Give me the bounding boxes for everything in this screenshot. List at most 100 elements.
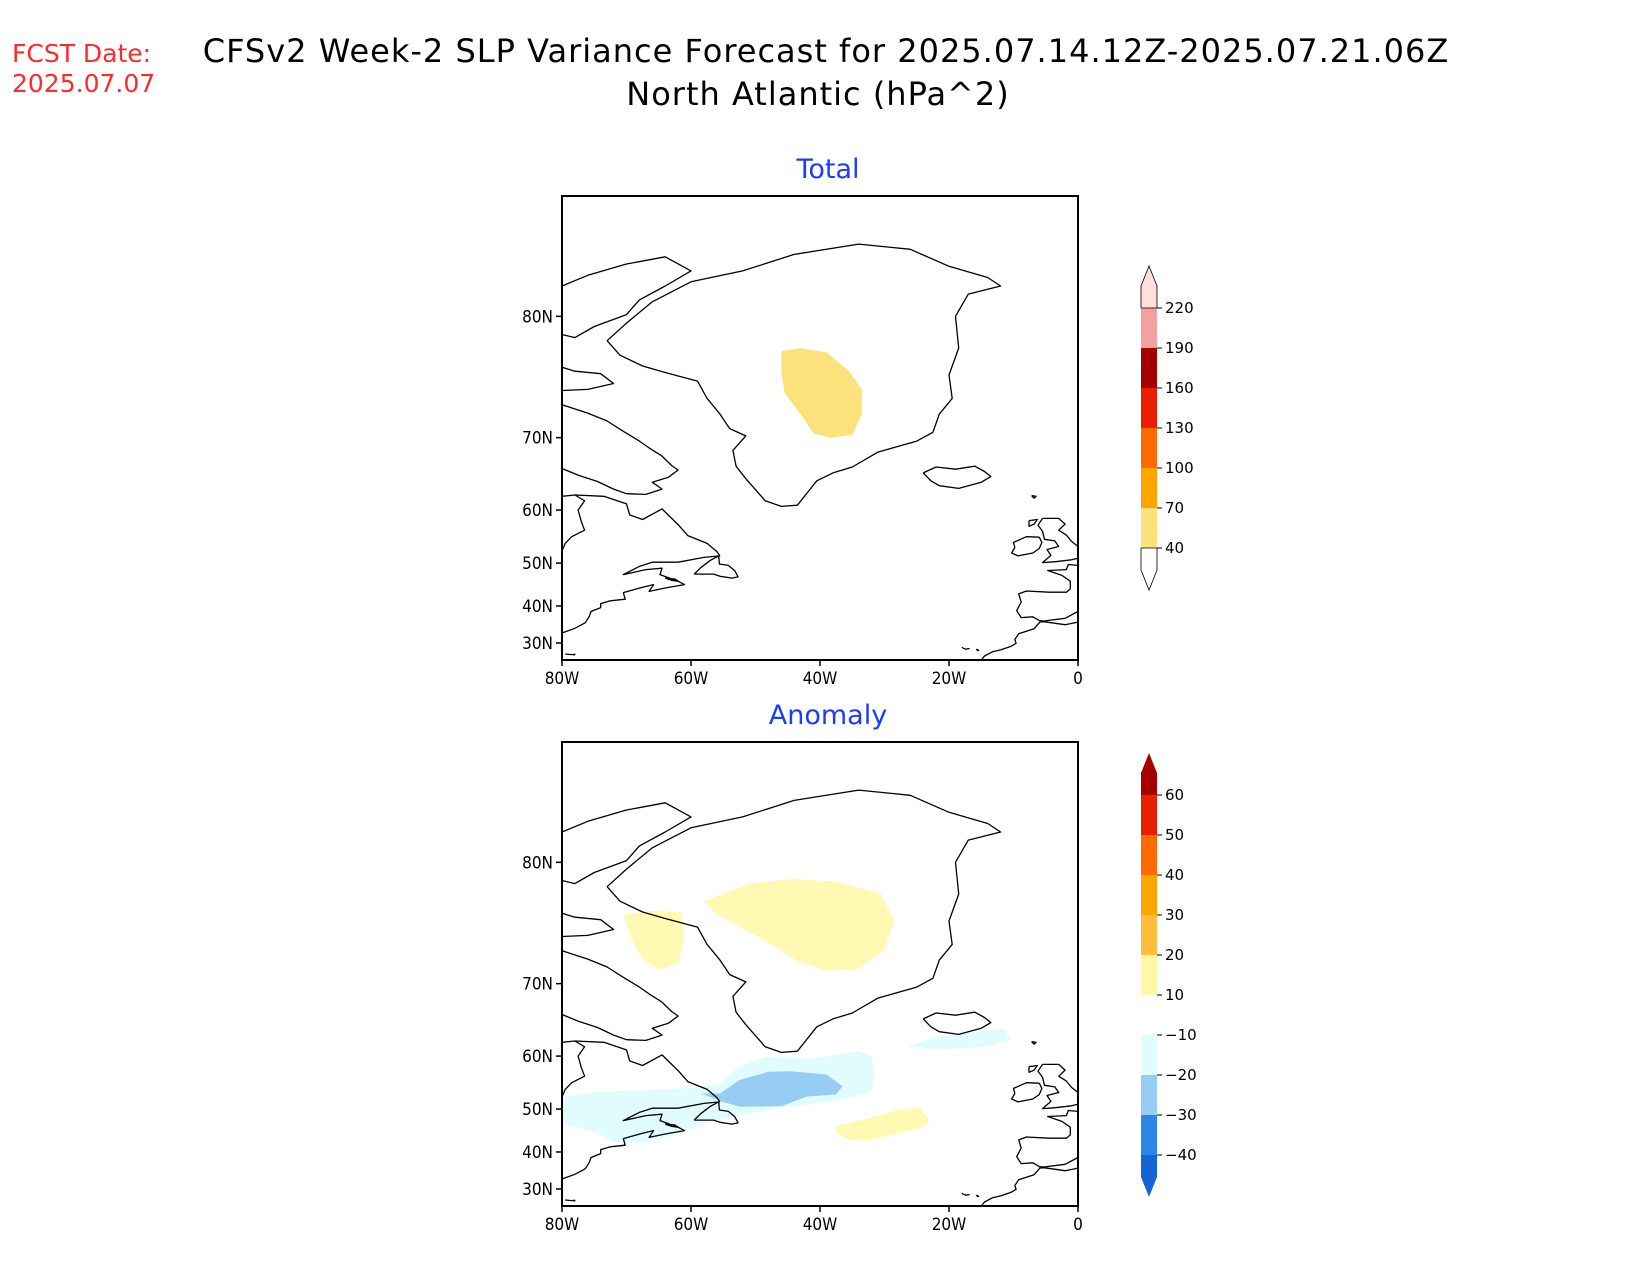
colorbar-total: 40 70 100 130 160 190 220 <box>1140 264 1194 592</box>
lat-tick-label: 80N <box>522 853 553 873</box>
lat-tick-label: 70N <box>522 429 553 449</box>
colorbar-label: −30 <box>1165 1106 1197 1124</box>
colorbar-label: 50 <box>1165 826 1184 844</box>
coastline-iceland <box>922 465 992 490</box>
lat-tick-label: 50N <box>522 1100 553 1120</box>
colorbar-swatch <box>1141 308 1157 348</box>
coastline-pei <box>664 577 679 582</box>
colorbar-label: 20 <box>1165 946 1184 964</box>
colorbar-label: 30 <box>1165 906 1184 924</box>
colorbar-bottom-arrow <box>1140 547 1158 592</box>
lon-tick-label: 20W <box>932 669 967 689</box>
coastline-greenland <box>606 243 1002 508</box>
panel-title-total: Total <box>795 154 859 185</box>
coastline-baffin <box>561 404 679 496</box>
coastline-britain <box>1037 517 1079 564</box>
coastline-europe <box>1016 1109 1079 1168</box>
anomaly-negative-iceland <box>907 1028 1011 1050</box>
lat-tick-label: 60N <box>522 1047 553 1067</box>
coastline-devon <box>561 912 615 938</box>
greenland-high-variance <box>781 348 862 438</box>
coastline-bermuda <box>565 1199 576 1202</box>
colorbar-label: 60 <box>1165 786 1184 804</box>
lat-tick-label: 40N <box>522 1143 553 1163</box>
coastline-ireland <box>1010 1082 1043 1103</box>
colorbar-label: −20 <box>1165 1066 1197 1084</box>
colorbar-swatch <box>1141 875 1157 915</box>
colorbar-swatch <box>1141 795 1157 835</box>
coastline-faroe <box>1031 495 1037 499</box>
coastline-gulf_north <box>561 1101 721 1180</box>
colorbar-label: 160 <box>1165 379 1194 397</box>
colorbar-top-arrow <box>1140 264 1158 309</box>
coastline-europe <box>1016 563 1079 622</box>
colorbar-label: 220 <box>1165 299 1194 317</box>
colorbar-label: 40 <box>1165 539 1184 557</box>
anomaly-positive-baffin <box>623 910 685 970</box>
coastline-africa <box>1039 621 1079 626</box>
colorbar-label: 10 <box>1165 986 1184 1004</box>
coastline-ellesmere <box>561 802 692 885</box>
coastline-devon <box>561 366 615 392</box>
coastline-ireland <box>1010 536 1043 557</box>
lat-tick-label: 60N <box>522 501 553 521</box>
colorbar-label: 130 <box>1165 419 1194 437</box>
coastline-gulf_north <box>561 555 721 634</box>
anomaly-positive-greenland <box>703 878 895 971</box>
colorbar-label: 40 <box>1165 866 1184 884</box>
coastline-canary2 <box>975 1194 980 1198</box>
colorbar-top-arrow <box>1141 753 1157 795</box>
colorbar-label: −10 <box>1165 1026 1197 1044</box>
lon-tick-label: 0 <box>1073 669 1083 689</box>
coastline-newfoundland <box>693 555 739 579</box>
lon-tick-label: 80W <box>545 1215 580 1235</box>
colorbar-swatch <box>1141 915 1157 955</box>
lat-tick-label: 40N <box>522 597 553 617</box>
anomaly-positive-midatlantic <box>836 1108 930 1141</box>
colorbar-swatch <box>1141 1035 1157 1075</box>
colorbar-swatch <box>1141 955 1157 995</box>
coastline-greenland <box>606 789 1002 1054</box>
colorbar-swatch <box>1141 508 1157 548</box>
coastline-iceland <box>922 1011 992 1036</box>
fcst-date-label: FCST Date: <box>12 39 151 68</box>
lon-tick-label: 40W <box>803 669 838 689</box>
figure-title: CFSv2 Week-2 SLP Variance Forecast for 2… <box>203 32 1450 70</box>
colorbar-label: 100 <box>1165 459 1194 477</box>
lon-tick-label: 40W <box>803 1215 838 1235</box>
colorbar-swatch <box>1141 348 1157 388</box>
coastline-morocco <box>980 621 1041 661</box>
colorbar-swatch <box>1141 1115 1157 1155</box>
lat-tick-label: 70N <box>522 975 553 995</box>
colorbar-swatch <box>1141 995 1157 1035</box>
coastline-newfoundland <box>693 1101 739 1125</box>
map-panel-anomaly: 80N 70N 60N 50N 40N 30N 80W 60W 40W 20W 0 <box>522 741 1083 1235</box>
lat-tick-label: 50N <box>522 554 553 574</box>
coastline-morocco <box>980 1167 1041 1207</box>
colorbar-label: 70 <box>1165 499 1184 517</box>
map-panel-total: 80N 70N 60N 50N 40N 30N 80W 60W 40W 20W 0 <box>522 195 1083 689</box>
colorbar-swatch <box>1141 1075 1157 1115</box>
lat-tick-label: 80N <box>522 307 553 327</box>
coastline-pei <box>664 1123 679 1128</box>
anomaly-negative-labrador <box>700 1071 843 1107</box>
lat-tick-label: 30N <box>522 1180 553 1200</box>
coastline-hebrides <box>1028 1064 1039 1073</box>
colorbar-swatch <box>1141 388 1157 428</box>
coastline-baffin <box>561 950 679 1042</box>
coastline-canary2 <box>975 648 980 652</box>
colorbar-label: −40 <box>1165 1146 1197 1164</box>
lon-tick-label: 60W <box>674 1215 709 1235</box>
coastline-africa <box>1039 1167 1079 1172</box>
lon-tick-label: 20W <box>932 1215 967 1235</box>
coastline-canaries <box>961 646 970 650</box>
lon-tick-label: 80W <box>545 669 580 689</box>
colorbar-bottom-arrow <box>1141 1155 1157 1197</box>
colorbar-label: 190 <box>1165 339 1194 357</box>
fcst-date-value: 2025.07.07 <box>12 69 155 98</box>
coastline-labrador <box>561 494 586 552</box>
lon-tick-label: 0 <box>1073 1215 1083 1235</box>
colorbar-swatch <box>1141 468 1157 508</box>
coastline-labrador <box>561 1040 586 1098</box>
